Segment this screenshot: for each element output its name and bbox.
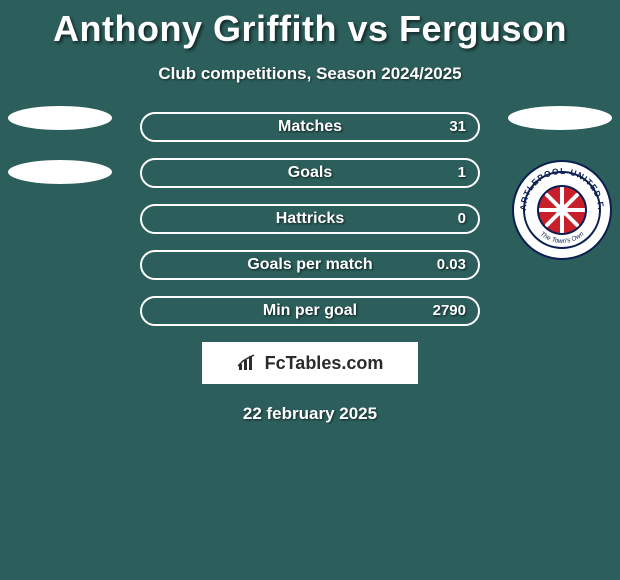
stat-value: 1 xyxy=(458,160,466,186)
placeholder-badge xyxy=(8,160,112,184)
stat-bar: Goals per match 0.03 xyxy=(140,250,480,280)
page-title: Anthony Griffith vs Ferguson xyxy=(0,0,620,50)
date-label: 22 february 2025 xyxy=(0,404,620,424)
stat-bar: Hattricks 0 xyxy=(140,204,480,234)
stat-value: 2790 xyxy=(433,298,466,324)
stat-value: 0 xyxy=(458,206,466,232)
subtitle: Club competitions, Season 2024/2025 xyxy=(0,64,620,84)
placeholder-badge xyxy=(8,106,112,130)
stat-label: Goals per match xyxy=(142,252,478,278)
left-team-badges xyxy=(8,106,112,214)
stat-label: Matches xyxy=(142,114,478,140)
stat-value: 0.03 xyxy=(437,252,466,278)
stat-label: Min per goal xyxy=(142,298,478,324)
stat-bars: Matches 31 Goals 1 Hattricks 0 Goals per… xyxy=(140,112,480,326)
stat-label: Hattricks xyxy=(142,206,478,232)
stat-bar: Min per goal 2790 xyxy=(140,296,480,326)
right-team-badges xyxy=(508,106,612,160)
footer-brand: FcTables.com xyxy=(202,342,418,384)
placeholder-badge xyxy=(508,106,612,130)
footer-brand-text: FcTables.com xyxy=(265,353,384,374)
stat-value: 31 xyxy=(449,114,466,140)
comparison-panel: HARTLEPOOL UNITED F.C The Town's Own Mat… xyxy=(0,112,620,424)
bar-chart-icon xyxy=(237,354,259,372)
club-logo-hartlepool: HARTLEPOOL UNITED F.C The Town's Own xyxy=(512,160,612,260)
stat-bar: Goals 1 xyxy=(140,158,480,188)
stat-bar: Matches 31 xyxy=(140,112,480,142)
stat-label: Goals xyxy=(142,160,478,186)
